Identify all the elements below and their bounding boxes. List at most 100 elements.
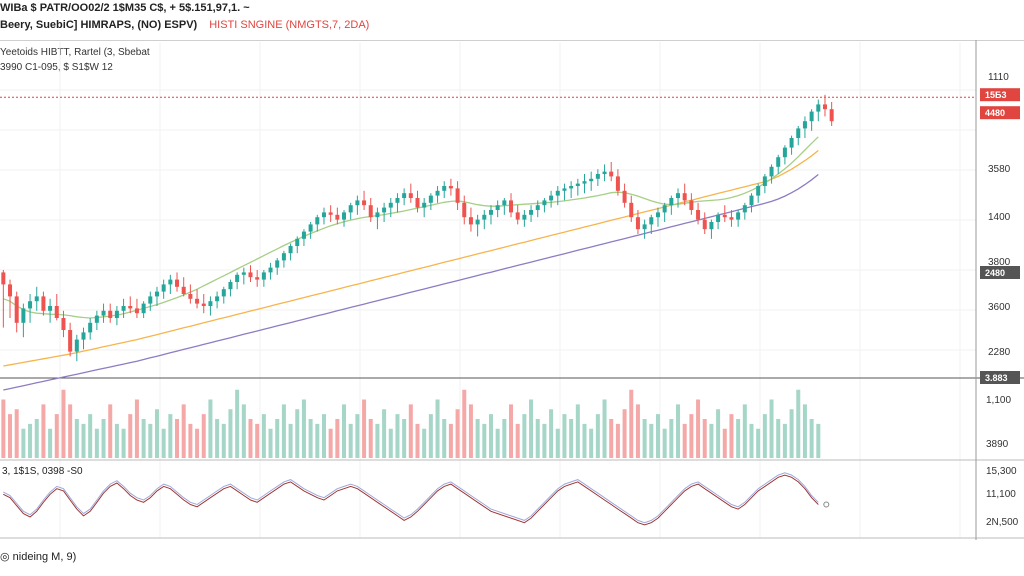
volume-bar	[134, 399, 139, 458]
candle-body	[154, 291, 159, 297]
volume-bar	[676, 404, 681, 458]
candle-body	[342, 212, 347, 220]
candle-body	[348, 205, 353, 213]
volume-bar	[595, 414, 600, 458]
candle-body	[655, 212, 660, 218]
volume-bar	[789, 409, 794, 458]
volume-bar	[41, 404, 46, 458]
candle-body	[181, 286, 186, 294]
volume-bar	[235, 389, 240, 458]
candle-body	[682, 193, 687, 201]
volume-bar	[328, 428, 333, 458]
candle-body	[61, 318, 66, 330]
volume-bar	[121, 428, 126, 458]
price-badge	[980, 266, 1020, 279]
candle-body	[34, 296, 39, 302]
volume-bar	[108, 404, 113, 458]
volume-bar	[488, 414, 493, 458]
volume-bar	[48, 428, 53, 458]
candle-body	[609, 171, 614, 177]
candle-body	[582, 181, 587, 184]
volume-bar	[669, 419, 674, 458]
candle-body	[422, 202, 427, 208]
volume-bar	[295, 409, 300, 458]
price-axis-label: 3580	[988, 164, 1011, 175]
ma-slow-line	[3, 173, 819, 391]
volume-bar	[776, 419, 781, 458]
oscillator-axis-label: 15,300	[986, 466, 1017, 477]
volume-bar	[348, 423, 353, 458]
candle-body	[442, 186, 447, 191]
volume-bar	[509, 404, 514, 458]
volume-bar	[154, 409, 159, 458]
volume-bar	[368, 419, 373, 458]
indicator-title: HISTI SNGINE (NMGTS,7, 2DA)	[209, 19, 370, 31]
volume-bar	[756, 428, 761, 458]
volume-bar	[68, 404, 73, 458]
candle-body	[368, 205, 373, 218]
volume-bar	[502, 419, 507, 458]
volume-bar	[495, 428, 500, 458]
candle-body	[488, 210, 493, 215]
candle-body	[48, 306, 53, 311]
volume-bar	[575, 404, 580, 458]
volume-bar	[615, 423, 620, 458]
price-axis-label: 2280	[988, 347, 1011, 358]
candle-body	[355, 200, 360, 206]
volume-bar	[782, 423, 787, 458]
candle-body	[1, 272, 6, 285]
volume-bar	[342, 404, 347, 458]
volume-bar	[716, 409, 721, 458]
volume-bar	[749, 423, 754, 458]
volume-bar	[288, 423, 293, 458]
volume-bar	[301, 399, 306, 458]
candle-body	[776, 157, 781, 167]
candle-body	[315, 217, 320, 225]
candle-body	[702, 219, 707, 230]
candle-body	[448, 186, 453, 189]
volume-bar	[175, 419, 180, 458]
volume-bar	[408, 404, 413, 458]
candle-body	[235, 274, 240, 282]
candle-body	[615, 176, 620, 191]
volume-bar	[689, 414, 694, 458]
volume-bar	[221, 423, 226, 458]
volume-axis-label: 3890	[986, 439, 1009, 450]
volume-bar	[1, 399, 6, 458]
candle-body	[335, 214, 340, 220]
candle-body	[542, 200, 547, 206]
volume-bar	[529, 399, 534, 458]
candle-body	[188, 294, 193, 299]
volume-bar	[729, 414, 734, 458]
candle-body	[128, 306, 133, 309]
oscillator-marker	[823, 501, 830, 508]
volume-bar	[709, 423, 714, 458]
volume-bar	[215, 419, 220, 458]
volume-bar	[455, 409, 460, 458]
candle-body	[729, 217, 734, 220]
oscillator-label: 3, 1$1S, 0398 -S0	[2, 466, 83, 477]
candle-body	[589, 178, 594, 182]
volume-bar	[802, 404, 807, 458]
candle-body	[736, 212, 741, 220]
candle-body	[482, 214, 487, 220]
candle-body	[101, 310, 106, 316]
volume-bar	[88, 414, 93, 458]
price-badge-label: 2480	[985, 268, 1005, 278]
oscillator-shadow-line	[3, 474, 819, 526]
volume-bar	[61, 389, 66, 458]
ohlc-text: Beery, SuebiC] HIMRAPS, (NO) ESPV)	[0, 19, 198, 31]
volume-bar	[188, 423, 193, 458]
candle-body	[41, 296, 46, 311]
price-badge-label: 15Б3	[985, 90, 1007, 100]
candle-body	[228, 282, 233, 290]
candle-body	[762, 176, 767, 186]
candle-body	[802, 121, 807, 129]
volume-bar	[769, 399, 774, 458]
volume-bar	[388, 428, 393, 458]
candle-body	[689, 200, 694, 210]
volume-bar	[34, 419, 39, 458]
volume-bar	[208, 399, 213, 458]
volume-bar	[582, 423, 587, 458]
